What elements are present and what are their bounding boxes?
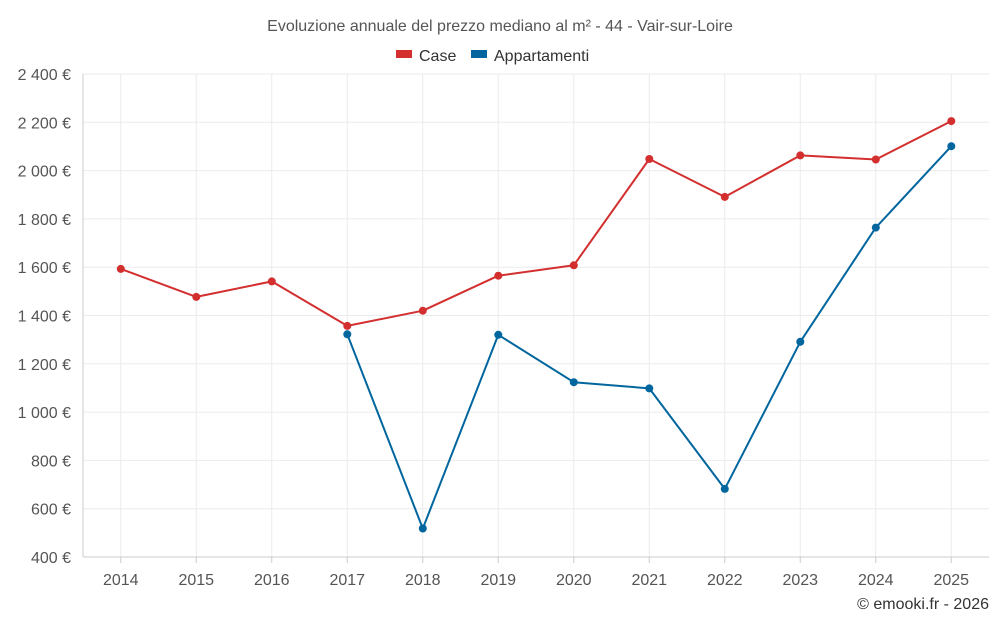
x-tick-label: 2022	[707, 572, 743, 589]
y-tick-label: 2 000 €	[18, 164, 71, 181]
credit-text: © emooki.fr - 2026	[857, 596, 989, 613]
x-tick-label: 2023	[782, 572, 818, 589]
data-point-appartamenti[interactable]	[418, 524, 427, 533]
x-tick-label: 2024	[858, 572, 894, 589]
x-tick-label: 2019	[480, 572, 516, 589]
grid	[83, 73, 989, 558]
x-tick-label: 2016	[254, 572, 290, 589]
data-point-case[interactable]	[267, 277, 276, 286]
data-point-appartamenti[interactable]	[645, 384, 654, 393]
chart-title: Evoluzione annuale del prezzo mediano al…	[267, 18, 733, 35]
data-point-appartamenti[interactable]	[796, 337, 805, 346]
legend[interactable]: Case Appartamenti	[396, 48, 589, 65]
legend-swatch-appartamenti	[471, 50, 487, 58]
y-tick-label: 600 €	[31, 502, 71, 519]
data-point-case[interactable]	[192, 292, 201, 301]
data-point-case[interactable]	[343, 321, 352, 330]
data-point-appartamenti[interactable]	[871, 223, 880, 232]
x-tick-label: 2025	[933, 572, 969, 589]
y-tick-label: 1 200 €	[18, 357, 71, 374]
y-tick-label: 400 €	[31, 550, 71, 567]
series-appartamenti	[343, 142, 956, 533]
x-tick-label: 2021	[631, 572, 667, 589]
legend-label-appartamenti: Appartamenti	[494, 48, 589, 65]
data-point-appartamenti[interactable]	[720, 484, 729, 493]
data-point-case[interactable]	[418, 306, 427, 315]
data-point-appartamenti[interactable]	[494, 330, 503, 339]
x-tick-label: 2015	[178, 572, 214, 589]
y-tick-label: 2 200 €	[18, 115, 71, 132]
x-tick-label: 2018	[405, 572, 441, 589]
x-tick-label: 2020	[556, 572, 592, 589]
data-point-case[interactable]	[871, 155, 880, 164]
legend-swatch-case	[396, 50, 412, 58]
legend-item-case[interactable]: Case	[396, 48, 456, 65]
series-case	[116, 117, 956, 330]
y-tick-label: 1 600 €	[18, 260, 71, 277]
axes: 400 € 600 € 800 € 1 000 € 1 200 € 1 400 € 1 60…	[18, 67, 989, 589]
data-point-case[interactable]	[494, 271, 503, 280]
data-point-case[interactable]	[116, 264, 125, 273]
x-tick-label: 2017	[329, 572, 365, 589]
series-line-case	[120, 120, 952, 327]
data-point-case[interactable]	[796, 151, 805, 160]
y-tick-label: 1 400 €	[18, 309, 71, 326]
legend-label-case: Case	[419, 48, 456, 65]
data-point-case[interactable]	[947, 117, 956, 126]
y-tick-label: 2 400 €	[18, 67, 71, 84]
y-tick-label: 800 €	[31, 453, 71, 470]
data-point-case[interactable]	[720, 192, 729, 201]
data-point-appartamenti[interactable]	[947, 142, 956, 151]
data-point-appartamenti[interactable]	[569, 378, 578, 387]
series	[116, 117, 956, 533]
y-tick-label: 1 000 €	[18, 405, 71, 422]
x-tick-label: 2014	[103, 572, 139, 589]
data-point-appartamenti[interactable]	[343, 330, 352, 339]
y-tick-label: 1 800 €	[18, 212, 71, 229]
legend-item-appartamenti[interactable]: Appartamenti	[471, 48, 589, 65]
data-point-case[interactable]	[569, 261, 578, 270]
data-point-case[interactable]	[645, 155, 654, 163]
